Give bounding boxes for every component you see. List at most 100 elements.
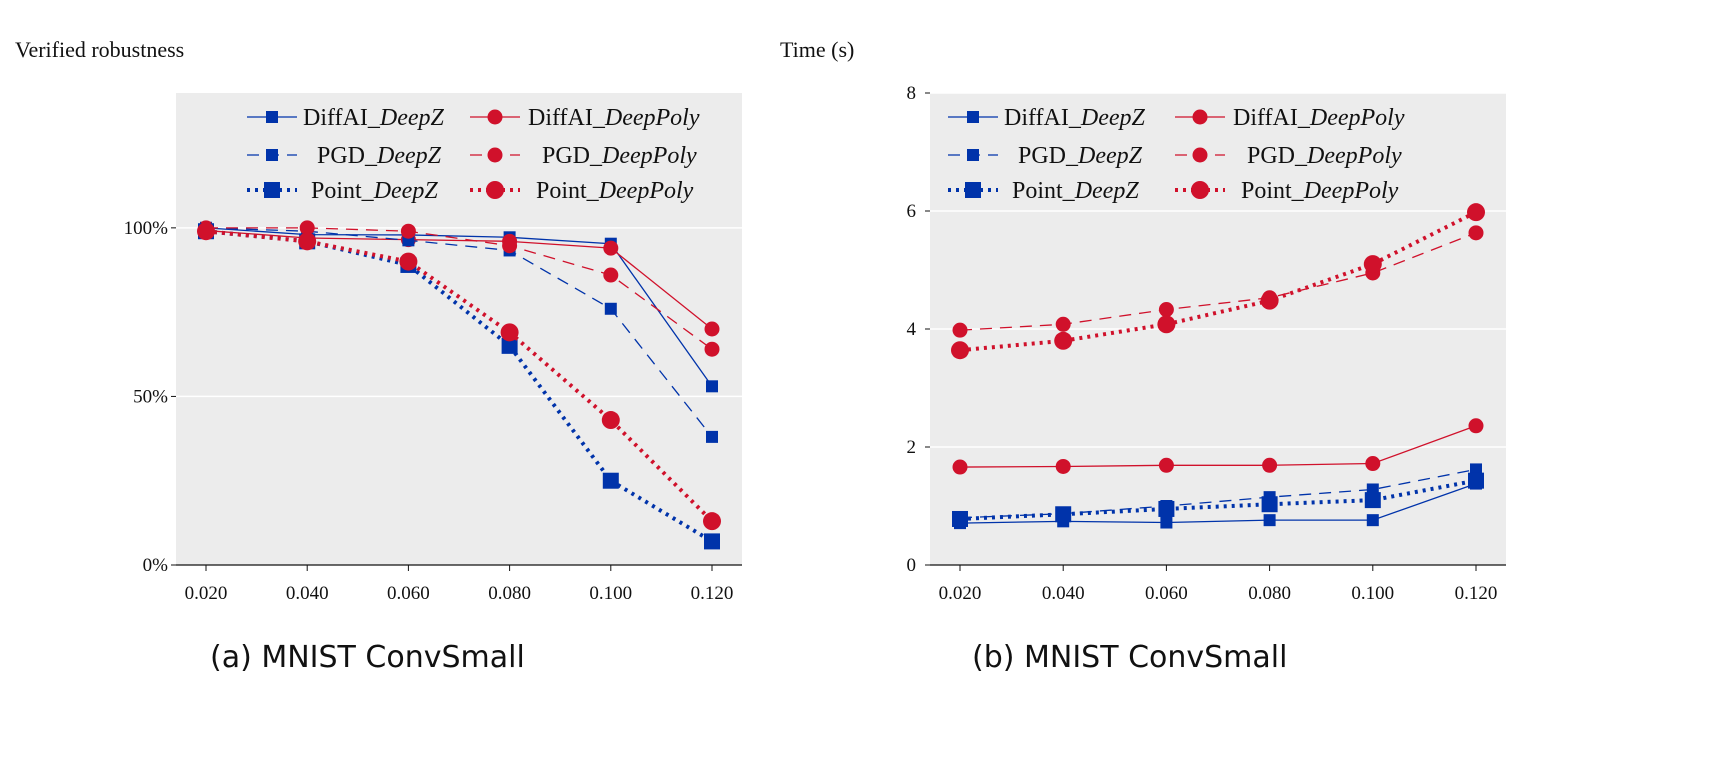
circle-marker: [1158, 457, 1174, 473]
legend-item: DiffAI_DeepZ: [948, 105, 1146, 131]
circle-marker: [1158, 302, 1174, 318]
square-marker: [1160, 516, 1173, 529]
square-marker: [1261, 496, 1278, 513]
series-line: [959, 482, 1477, 524]
series-line: [959, 478, 1477, 521]
x-tick-label: 0.060: [387, 583, 430, 604]
legend-item: Point_DeepPoly: [470, 178, 694, 204]
series-line: [206, 227, 713, 350]
circle-marker: [1054, 331, 1073, 350]
series-line: [959, 468, 1477, 519]
legend-label: Point_DeepPoly: [536, 178, 694, 204]
series-point-deepz: [952, 472, 1484, 527]
square-marker: [1468, 472, 1484, 489]
legend-label: DiffAI_DeepPoly: [1233, 105, 1405, 131]
legend: DiffAI_DeepZ DiffAI_DeepPoly PGD_DeepZ PGD_…: [948, 105, 1405, 204]
series-point-deeppoly: [197, 222, 721, 531]
chart-robustness: 0% 50% 100% 0.020 0.040 0.060 0.080 0.100 0.120 V…: [15, 37, 742, 675]
legend-item: Point_DeepZ: [247, 178, 438, 204]
legend-item: PGD_DeepZ: [247, 143, 442, 169]
circle-marker: [1055, 316, 1071, 332]
plot-area: [176, 93, 742, 565]
legend-label: Point_DeepZ: [1012, 178, 1139, 204]
circle-marker: [1467, 203, 1485, 222]
x-tick-label: 0.040: [286, 583, 329, 604]
circle-marker: [500, 323, 519, 342]
circle-marker: [399, 252, 418, 271]
legend: DiffAI_DeepZ DiffAI_DeepPoly PGD_DeepZ PGD_…: [247, 105, 700, 204]
series-diffai-deeppoly: [952, 418, 1484, 475]
square-marker: [706, 380, 718, 393]
circle-marker: [1191, 181, 1209, 199]
circle-marker: [487, 109, 503, 125]
square-marker: [266, 111, 278, 123]
series-point-deeppoly: [951, 203, 1485, 360]
circle-marker: [486, 181, 504, 199]
square-marker: [266, 149, 278, 161]
circle-marker: [1260, 291, 1279, 310]
square-marker: [967, 149, 979, 161]
y-tick-label: 6: [907, 201, 917, 222]
square-marker: [1366, 514, 1379, 527]
square-marker: [704, 533, 720, 550]
square-marker: [602, 472, 619, 489]
circle-marker: [601, 411, 620, 430]
legend-item: DiffAI_DeepPoly: [1175, 105, 1405, 131]
x-tick-label: 0.080: [488, 583, 531, 604]
series-line: [205, 227, 713, 438]
circle-marker: [502, 238, 518, 254]
series-line: [205, 229, 713, 330]
legend-item: DiffAI_DeepZ: [247, 105, 445, 131]
square-marker: [952, 510, 968, 527]
circle-marker: [704, 341, 720, 357]
legend-item: Point_DeepPoly: [1175, 178, 1399, 204]
circle-marker: [952, 322, 968, 338]
legend-label: DiffAI_DeepPoly: [528, 105, 700, 131]
square-marker: [706, 430, 718, 443]
circle-marker: [951, 341, 969, 360]
x-tick-label: 0.080: [1248, 583, 1291, 604]
x-tick-label: 0.100: [589, 583, 632, 604]
legend-label: PGD_DeepZ: [1018, 143, 1143, 169]
x-tick-label: 0.120: [1455, 583, 1498, 604]
y-tick-label: 50%: [133, 386, 168, 407]
square-marker: [965, 182, 981, 198]
chart-caption: (b) MNIST ConvSmall: [972, 640, 1287, 675]
circle-marker: [1157, 315, 1176, 334]
circle-marker: [400, 223, 416, 239]
x-tick-label: 0.020: [185, 583, 228, 604]
circle-marker: [1363, 255, 1382, 274]
x-tick-label: 0.120: [691, 583, 734, 604]
legend-item: PGD_DeepPoly: [470, 143, 697, 169]
square-marker: [264, 182, 280, 198]
y-tick-label: 4: [907, 319, 917, 340]
chart-caption: (a) MNIST ConvSmall: [210, 640, 525, 675]
square-marker: [1470, 463, 1482, 476]
series-line: [205, 229, 714, 523]
circle-marker: [298, 232, 317, 251]
legend-item: DiffAI_DeepPoly: [470, 105, 700, 131]
circle-marker: [1365, 456, 1381, 472]
circle-marker: [197, 222, 215, 241]
y-axis-label: Time (s): [780, 37, 854, 62]
circle-marker: [704, 321, 720, 337]
series-line: [959, 425, 1477, 468]
legend-label: PGD_DeepPoly: [1247, 143, 1402, 169]
legend-label: DiffAI_DeepZ: [1004, 105, 1146, 131]
circle-marker: [487, 147, 503, 163]
chart-time: 0 2 4 6 8 0.020 0.040 0.060 0.080 0.100 0.120 Time …: [780, 37, 1506, 675]
square-marker: [501, 337, 518, 354]
legend-label: DiffAI_DeepZ: [303, 105, 445, 131]
square-marker: [1158, 500, 1175, 517]
x-tick-label: 0.020: [939, 583, 982, 604]
legend-label: Point_DeepZ: [311, 178, 438, 204]
square-marker: [604, 302, 617, 315]
y-tick-label: 8: [907, 83, 917, 104]
circle-marker: [1468, 418, 1484, 434]
y-tick-label: 0: [907, 555, 917, 576]
circle-marker: [952, 459, 968, 475]
circle-marker: [1055, 458, 1071, 474]
legend-item: PGD_DeepPoly: [1175, 143, 1402, 169]
circle-marker: [1468, 225, 1484, 241]
x-tick-label: 0.100: [1351, 583, 1394, 604]
